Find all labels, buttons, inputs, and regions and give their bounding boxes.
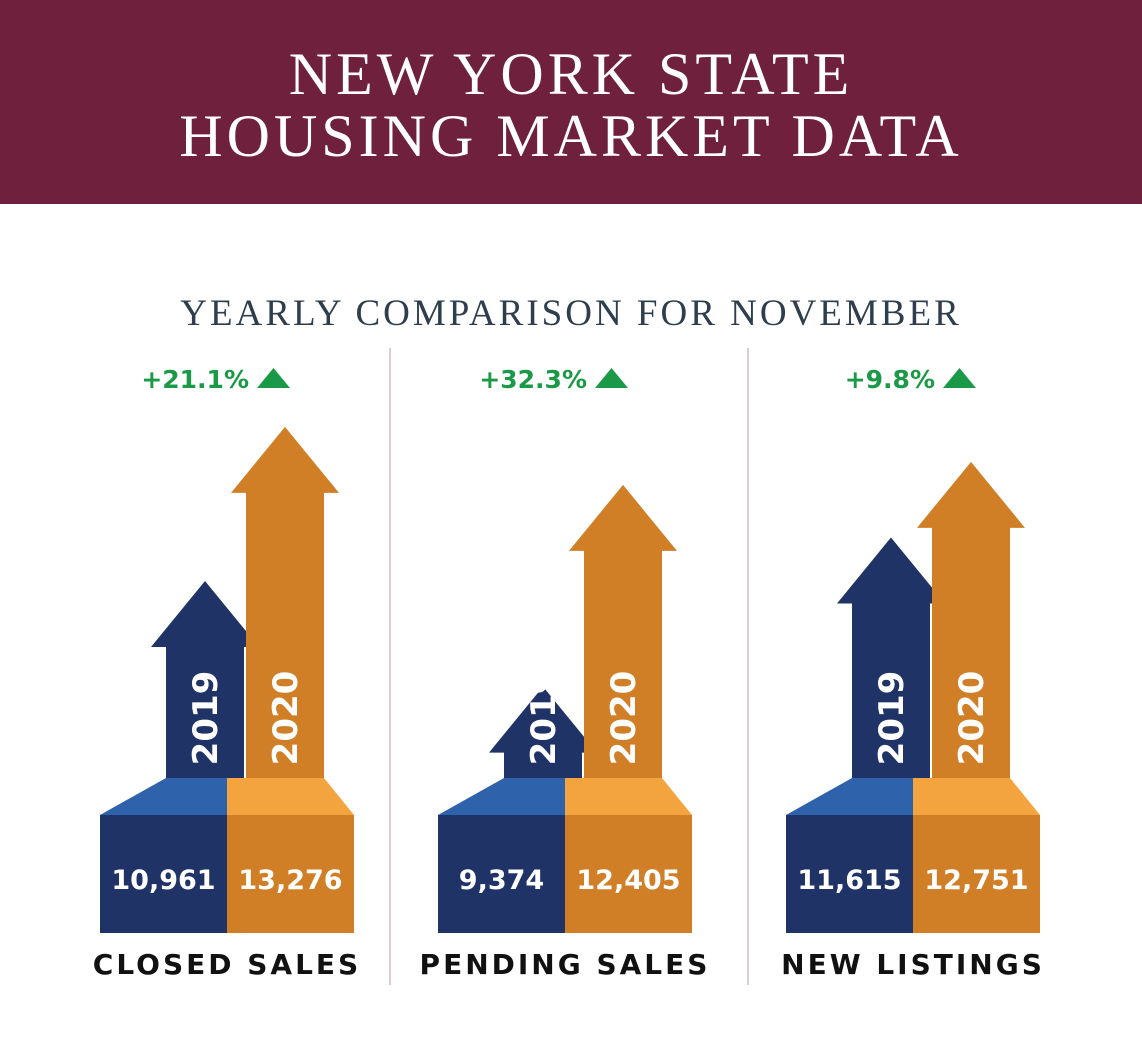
value-box-2020: [565, 815, 692, 933]
data-label: 13,276: [238, 865, 342, 896]
chart-panel: +21.1% 2019 2020 10,961 13,276 CLOSED SALES: [93, 365, 361, 981]
data-label: 12,751: [924, 865, 1028, 896]
change-label: +21.1%: [141, 365, 249, 394]
year-label: 2019: [872, 671, 912, 766]
bar-arrow-2019: [151, 580, 259, 780]
page-title-line-2: HOUSING MARKET DATA: [179, 103, 963, 169]
data-label: 11,615: [797, 865, 901, 896]
year-label: 2019: [186, 671, 226, 766]
data-label: 9,374: [459, 865, 544, 896]
bar-arrow-2019: [489, 686, 597, 780]
data-label: 12,405: [576, 865, 680, 896]
platform-2020: [227, 778, 354, 815]
year-label: 2019: [524, 671, 564, 766]
page-title-line-1: NEW YORK STATE: [288, 41, 854, 107]
up-triangle-icon: [595, 368, 628, 388]
platform-2019: [438, 778, 565, 815]
year-label: 2020: [604, 671, 644, 766]
year-label: 2020: [266, 671, 306, 766]
value-box-2019: [438, 815, 565, 933]
change-label: +9.8%: [845, 365, 935, 394]
chart-title: PENDING SALES: [420, 948, 711, 981]
charts-area: +21.1% 2019 2020 10,961 13,276 CLOSED SALES +3…: [93, 348, 1045, 985]
data-label: 10,961: [111, 865, 215, 896]
platform-2020: [913, 778, 1040, 815]
value-box-2020: [227, 815, 354, 933]
chart-panel: +32.3% 2019 2020 9,374 12,405 PENDING SALES: [420, 365, 711, 981]
value-box-2020: [913, 815, 1040, 933]
platform-2019: [786, 778, 913, 815]
chart-subtitle: YEARLY COMPARISON FOR NOVEMBER: [180, 293, 962, 334]
platform-2019: [100, 778, 227, 815]
header-banner: NEW YORK STATE HOUSING MARKET DATA: [0, 0, 1142, 204]
year-label: 2020: [952, 671, 992, 766]
chart-title: CLOSED SALES: [93, 948, 361, 981]
chart-title: NEW LISTINGS: [781, 948, 1045, 981]
bar-arrow-2020: [917, 461, 1025, 780]
bar-arrow-2019: [837, 537, 945, 780]
bar-arrow-2020: [569, 484, 677, 780]
value-box-2019: [786, 815, 913, 933]
platform-2020: [565, 778, 692, 815]
up-triangle-icon: [943, 368, 976, 388]
chart-panel: +9.8% 2019 2020 11,615 12,751 NEW LISTINGS: [781, 365, 1045, 981]
value-box-2019: [100, 815, 227, 933]
change-label: +32.3%: [479, 365, 587, 394]
up-triangle-icon: [257, 368, 290, 388]
bar-arrow-2020: [231, 426, 339, 780]
